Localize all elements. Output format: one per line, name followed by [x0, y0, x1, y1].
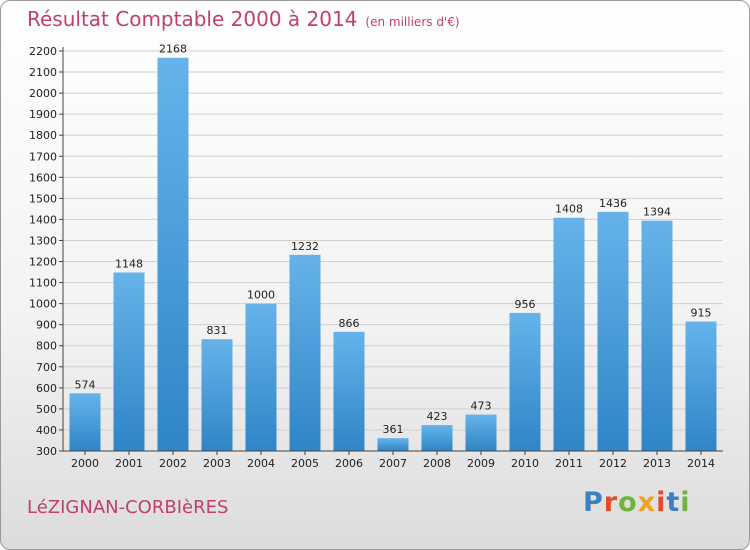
y-tick-label: 1900 — [29, 108, 57, 121]
y-tick-label: 1200 — [29, 256, 57, 269]
y-tick-label: 400 — [36, 424, 57, 437]
bar-2005 — [289, 254, 321, 451]
axes — [62, 47, 723, 452]
bar-2000 — [69, 393, 101, 451]
data-label-2002: 2168 — [159, 43, 187, 56]
y-tick-label: 1000 — [29, 298, 57, 311]
logo-letter: i — [680, 487, 691, 518]
bar-2014 — [685, 321, 717, 451]
logo-letter: o — [618, 487, 638, 518]
x-tick-label-2011: 2011 — [555, 457, 583, 470]
y-tick-label: 1800 — [29, 129, 57, 142]
data-label-2012: 1436 — [599, 197, 627, 210]
data-label-2013: 1394 — [643, 206, 671, 219]
x-tick-label-2001: 2001 — [115, 457, 143, 470]
data-label-2014: 915 — [691, 307, 712, 320]
y-tick-label: 600 — [36, 382, 57, 395]
x-tick-label-2007: 2007 — [379, 457, 407, 470]
x-tick-label-2012: 2012 — [599, 457, 627, 470]
bar-2007 — [377, 438, 409, 451]
data-label-2010: 956 — [515, 298, 536, 311]
bar-2004 — [245, 303, 277, 451]
bar-2013 — [641, 220, 673, 451]
data-label-2003: 831 — [207, 324, 228, 337]
bar-2002 — [157, 57, 189, 451]
chart-subtitle: (en milliers d'€) — [365, 15, 460, 29]
y-tick-label: 800 — [36, 340, 57, 353]
data-label-2001: 1148 — [115, 257, 143, 270]
y-tick-label: 1100 — [29, 277, 57, 290]
x-tick-label-2006: 2006 — [335, 457, 363, 470]
y-tick-label: 1300 — [29, 234, 57, 247]
bar-2010 — [509, 312, 541, 451]
bars: 574 1148 2168 831 1000 1232 866 361 423 473 956 140… — [69, 43, 717, 451]
proxiti-logo[interactable]: Proxiti — [583, 487, 691, 518]
x-tick-label-2013: 2013 — [643, 457, 671, 470]
bar-2006 — [333, 331, 365, 451]
y-tick-label: 900 — [36, 319, 57, 332]
y-tick-label: 2100 — [29, 66, 57, 79]
logo-letter: i — [656, 487, 667, 518]
data-label-2007: 361 — [383, 423, 404, 436]
town-name: LéZIGNAN-CORBIèRES — [27, 497, 229, 518]
y-tick-label: 1500 — [29, 192, 57, 205]
bar-2009 — [465, 414, 497, 451]
x-tick-label-2014: 2014 — [687, 457, 715, 470]
x-tick-label-2008: 2008 — [423, 457, 451, 470]
x-tick-label-2005: 2005 — [291, 457, 319, 470]
y-tick-label: 2200 — [29, 45, 57, 58]
bar-2012 — [597, 211, 629, 451]
y-tick-label: 300 — [36, 445, 57, 458]
x-tick-label-2000: 2000 — [71, 457, 99, 470]
y-axis-ticks: 300 400 500 600 700 800 900 1000 1100 1200 1300 140… — [29, 45, 63, 458]
y-tick-label: 1600 — [29, 171, 57, 184]
bar-2011 — [553, 217, 585, 451]
x-tick-label-2010: 2010 — [511, 457, 539, 470]
bar-2008 — [421, 425, 453, 451]
x-tick-label-2002: 2002 — [159, 457, 187, 470]
bar-2001 — [113, 272, 145, 451]
data-label-2000: 574 — [75, 378, 96, 391]
logo-letter: x — [637, 487, 657, 518]
title-line: Résultat Comptable 2000 à 2014 (en millie… — [27, 7, 460, 31]
data-label-2008: 423 — [427, 410, 448, 423]
y-tick-label: 1700 — [29, 150, 57, 163]
y-tick-label: 2000 — [29, 87, 57, 100]
logo-letter: r — [603, 487, 619, 518]
bar-2003 — [201, 339, 233, 451]
logo-letter: P — [583, 487, 604, 518]
chart-title: Résultat Comptable 2000 à 2014 — [27, 7, 358, 31]
x-tick-label-2004: 2004 — [247, 457, 275, 470]
data-label-2005: 1232 — [291, 240, 319, 253]
logo-letter: t — [666, 487, 681, 518]
data-label-2006: 866 — [339, 317, 360, 330]
y-tick-label: 1400 — [29, 213, 57, 226]
x-tick-label-2009: 2009 — [467, 457, 495, 470]
data-label-2011: 1408 — [555, 203, 583, 216]
data-label-2009: 473 — [471, 400, 492, 413]
x-tick-label-2003: 2003 — [203, 457, 231, 470]
data-label-2004: 1000 — [247, 289, 275, 302]
x-axis-ticks: 2000 2001 2002 2003 2004 2005 2006 2007 2008 2009… — [71, 451, 715, 470]
y-tick-label: 500 — [36, 403, 57, 416]
y-tick-label: 700 — [36, 361, 57, 374]
